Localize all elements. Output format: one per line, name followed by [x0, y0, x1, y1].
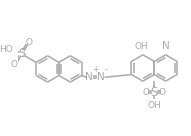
Text: OH: OH: [134, 42, 148, 51]
Text: N: N: [85, 72, 93, 82]
Text: O: O: [11, 60, 18, 69]
Text: +: +: [93, 65, 99, 74]
Text: S: S: [151, 86, 158, 99]
Text: O: O: [143, 88, 150, 97]
Text: N: N: [97, 72, 105, 82]
Text: S: S: [18, 47, 25, 60]
Text: O: O: [159, 88, 166, 97]
Text: O: O: [25, 38, 32, 47]
Text: -: -: [104, 65, 107, 74]
Text: HO: HO: [0, 45, 12, 54]
Text: OH: OH: [147, 101, 161, 110]
Text: N: N: [162, 41, 170, 51]
